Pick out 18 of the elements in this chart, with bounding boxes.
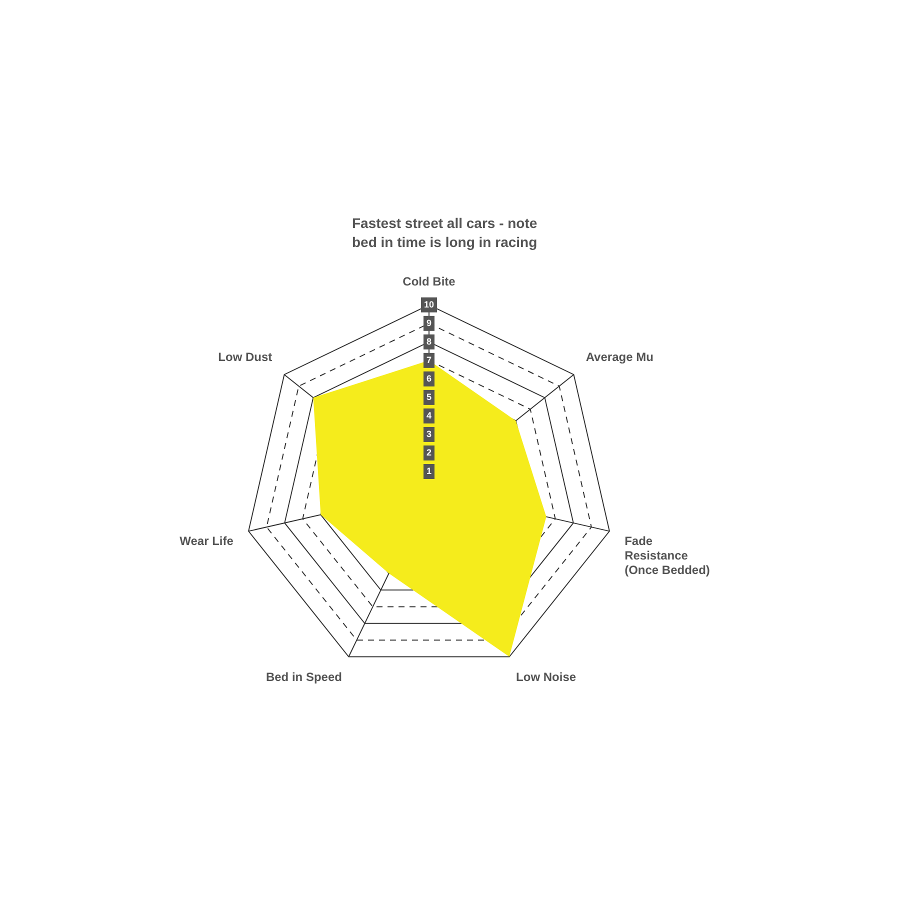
y-tick-label: 3 — [426, 428, 432, 439]
spoke-label: Fade Resistance (Once Bedded) — [624, 534, 710, 577]
y-tick-label: 1 — [426, 466, 432, 476]
y-tick-label: 4 — [426, 410, 432, 420]
y-tick-label: 8 — [426, 336, 432, 346]
spoke-label: Low Dust — [218, 350, 272, 364]
y-tick-label: 5 — [426, 392, 432, 402]
spoke-label: Bed in Speed — [266, 670, 342, 684]
y-tick-label: 6 — [426, 373, 432, 384]
y-tick-label: 2 — [426, 447, 432, 458]
spoke-label: Average Mu — [586, 350, 654, 364]
y-tick-label: 10 — [424, 299, 434, 310]
spoke-label: Cold Bite — [402, 274, 456, 289]
y-tick-label: 9 — [426, 318, 432, 328]
y-tick-label: 7 — [426, 354, 432, 365]
spoke-label: Wear Life — [180, 534, 234, 548]
spoke-label: Low Noise — [516, 670, 576, 684]
chart-title: Fastest street all cars - note bed in time is long in racing — [352, 214, 538, 252]
